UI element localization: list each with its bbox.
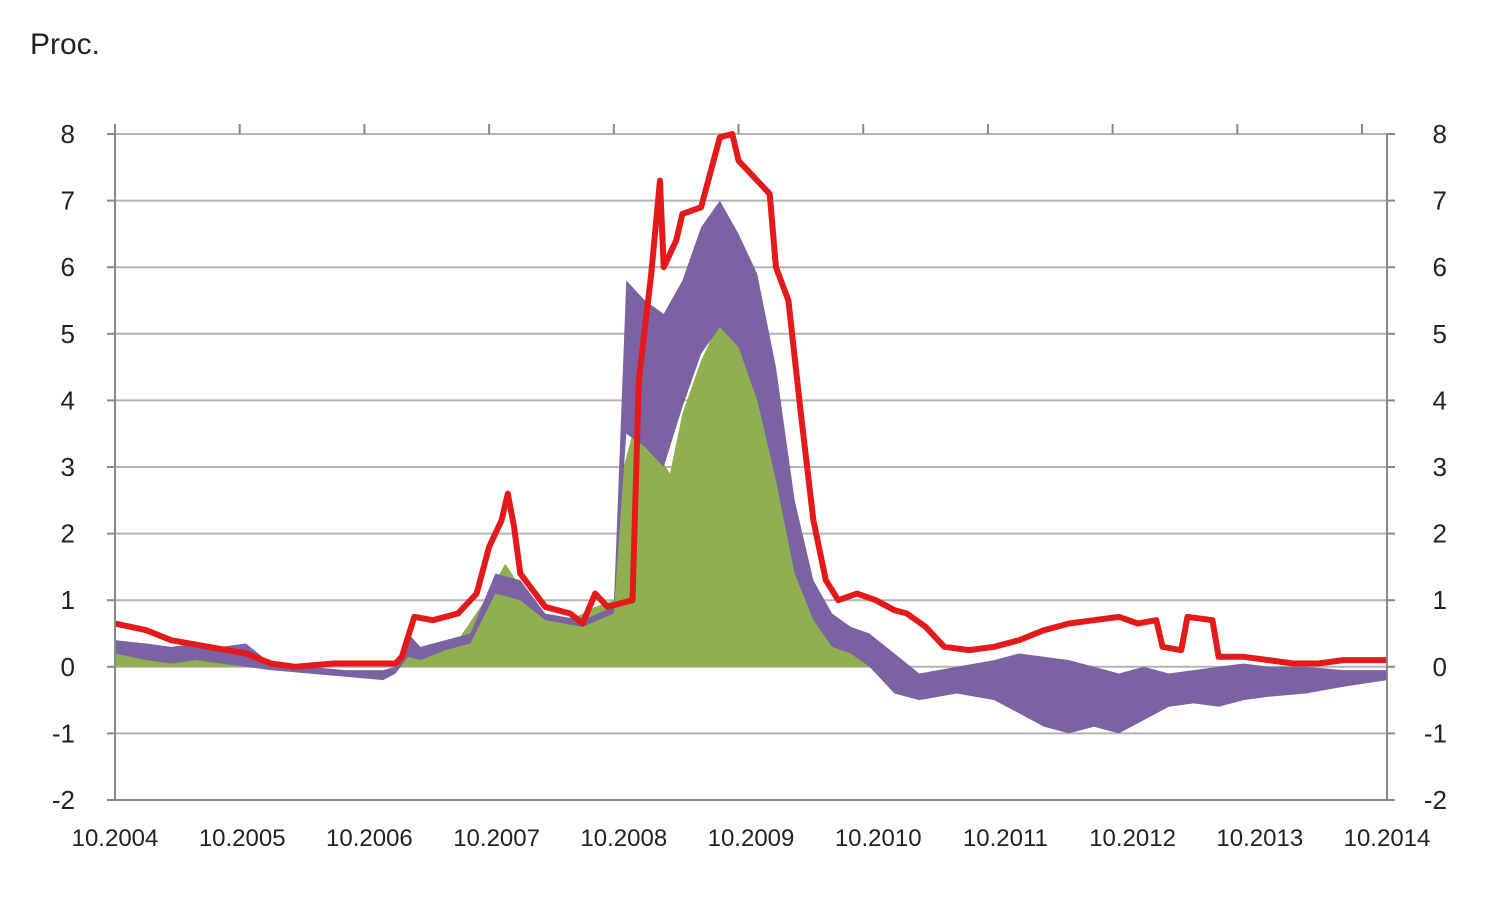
y-tick-left-5: 3 — [61, 452, 75, 482]
x-tick-8: 10.2012 — [1089, 825, 1176, 852]
y-axis-unit-label: Proc. — [30, 28, 101, 61]
y-tick-left-1: -1 — [52, 718, 75, 748]
x-tick-2: 10.2006 — [326, 825, 413, 852]
y-tick-left-4: 2 — [61, 519, 75, 549]
x-tick-1: 10.2005 — [199, 825, 286, 852]
x-tick-6: 10.2010 — [835, 825, 922, 852]
y-tick-right-8: 6 — [1433, 252, 1447, 282]
y-tick-left-7: 5 — [61, 319, 75, 349]
x-tick-4: 10.2008 — [580, 825, 667, 852]
y-tick-left-9: 7 — [61, 186, 75, 216]
y-tick-right-2: 0 — [1433, 652, 1447, 682]
y-tick-right-0: -2 — [1424, 785, 1447, 815]
y-tick-right-6: 4 — [1433, 385, 1447, 415]
y-tick-right-10: 8 — [1433, 119, 1447, 149]
y-tick-left-8: 6 — [61, 252, 75, 282]
x-tick-0: 10.2004 — [72, 825, 159, 852]
y-tick-right-1: -1 — [1424, 718, 1447, 748]
axes — [107, 124, 1395, 801]
y-tick-left-3: 1 — [61, 585, 75, 615]
x-tick-3: 10.2007 — [453, 825, 540, 852]
green-area — [115, 320, 1387, 667]
x-tick-labels: 10.2004 10.2005 10.2006 10.2007 10.2008 10.20… — [72, 825, 1431, 852]
y-tick-left-6: 4 — [61, 385, 75, 415]
green-area-series — [115, 320, 1387, 667]
y-tick-left-2: 0 — [61, 652, 75, 682]
y-tick-right-4: 2 — [1433, 519, 1447, 549]
y-tick-right-3: 1 — [1433, 585, 1447, 615]
x-tick-7: 10.2011 — [963, 825, 1048, 852]
y-tick-right-9: 7 — [1433, 186, 1447, 216]
x-tick-9: 10.2013 — [1216, 825, 1303, 852]
red-line-series — [114, 131, 1387, 670]
x-tick-10: 10.2014 — [1344, 825, 1431, 852]
right-y-tick-labels: -2 -1 0 1 2 3 4 5 6 7 8 — [1424, 119, 1447, 815]
purple-band-series — [115, 200, 1387, 734]
y-tick-left-0: -2 — [52, 785, 75, 815]
y-tick-left-10: 8 — [61, 119, 75, 149]
left-y-tick-labels: -2 -1 0 1 2 3 4 5 6 7 8 — [52, 119, 75, 815]
y-tick-right-5: 3 — [1433, 452, 1447, 482]
y-tick-right-7: 5 — [1433, 319, 1447, 349]
red-line — [114, 131, 1387, 670]
purple-band — [115, 200, 1387, 734]
x-tick-5: 10.2009 — [708, 825, 795, 852]
